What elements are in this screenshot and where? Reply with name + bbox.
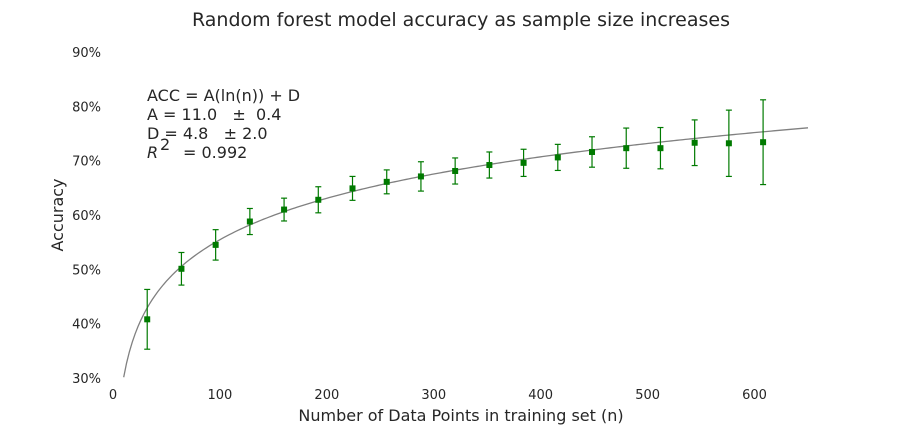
annotation-r2-value: = 0.992 <box>183 143 247 162</box>
data-point-marker <box>725 140 732 147</box>
x-tick-label: 0 <box>109 388 117 403</box>
x-tick-label: 300 <box>421 388 446 403</box>
x-tick-label: 500 <box>635 388 660 403</box>
annotation-coefficient-d: D = 4.8 ± 2.0 <box>147 124 268 143</box>
data-markers <box>144 139 767 323</box>
x-tick-labels: 0 100 200 300 400 500 600 <box>109 388 767 403</box>
y-tick-label: 60% <box>72 209 101 224</box>
data-point-marker <box>212 241 219 248</box>
x-tick-label: 400 <box>528 388 553 403</box>
data-point-marker <box>520 159 527 166</box>
annotation-coefficient-a: A = 11.0 ± 0.4 <box>147 105 281 124</box>
y-tick-label: 50% <box>72 263 101 278</box>
x-tick-label: 100 <box>208 388 233 403</box>
data-point-marker <box>760 139 767 146</box>
x-axis-label: Number of Data Points in training set (n… <box>298 406 623 425</box>
fit-annotation: ACC = A(ln(n)) + D A = 11.0 ± 0.4 D = 4.… <box>147 86 300 162</box>
data-point-marker <box>554 154 561 161</box>
data-point-marker <box>623 145 630 152</box>
chart-title: Random forest model accuracy as sample s… <box>192 9 730 31</box>
data-point-marker <box>691 139 698 146</box>
x-tick-label: 200 <box>314 388 339 403</box>
data-point-marker <box>452 167 459 174</box>
data-point-marker <box>178 265 185 272</box>
y-tick-labels: 30% 40% 50% 60% 70% 80% 90% <box>72 46 101 387</box>
y-tick-label: 40% <box>72 318 101 333</box>
data-point-marker <box>349 185 356 192</box>
y-tick-label: 80% <box>72 100 101 115</box>
y-axis-label: Accuracy <box>48 178 67 251</box>
y-tick-label: 30% <box>72 372 101 387</box>
data-point-marker <box>144 316 151 323</box>
y-tick-label: 90% <box>72 46 101 61</box>
data-point-marker <box>281 206 288 213</box>
data-point-marker <box>315 196 322 203</box>
data-point-marker <box>417 173 424 180</box>
annotation-r2-exponent: 2 <box>160 135 170 154</box>
annotation-equation: ACC = A(ln(n)) + D <box>147 86 300 105</box>
data-point-marker <box>657 145 664 152</box>
data-point-marker <box>589 148 596 155</box>
data-point-marker <box>486 162 493 169</box>
data-point-marker <box>383 178 390 185</box>
fit-curve <box>123 127 809 378</box>
y-tick-label: 70% <box>72 155 101 170</box>
annotation-r2-symbol: R <box>147 143 158 162</box>
data-point-marker <box>246 218 253 225</box>
x-tick-label: 600 <box>742 388 767 403</box>
